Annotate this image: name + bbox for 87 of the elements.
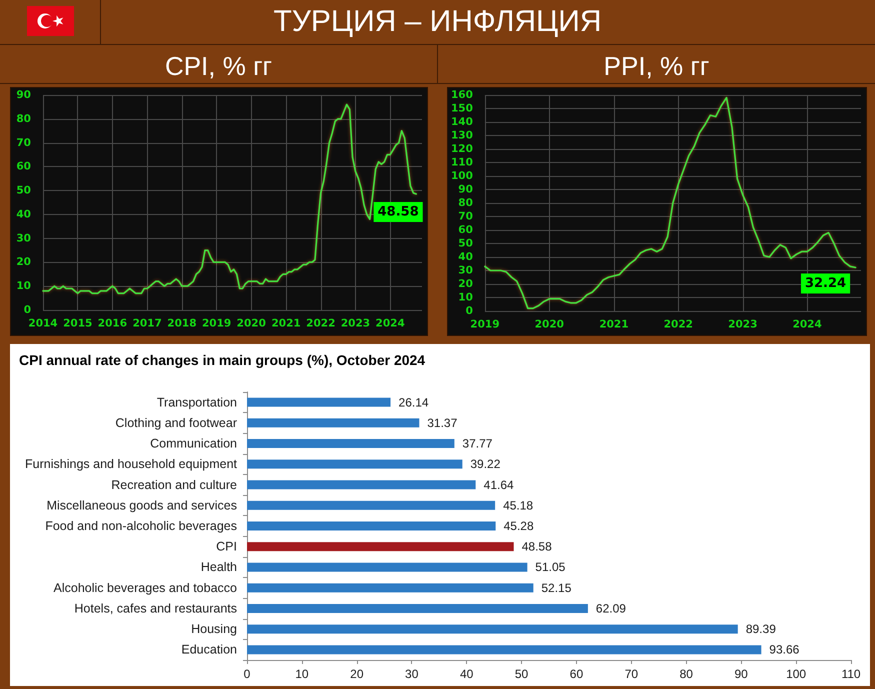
x-tick-label: 30 [405, 667, 419, 681]
y-tick-label: 60 [458, 224, 473, 236]
y-tick-label: Alcoholic beverages and tobacco [54, 580, 238, 595]
y-tick-label: CPI [216, 540, 237, 554]
y-tick-label: 110 [450, 156, 473, 168]
y-tick-label: 80 [458, 197, 473, 209]
y-tick-label: 130 [450, 130, 473, 142]
y-tick-label: 90 [458, 184, 473, 196]
y-tick-label: 60 [16, 160, 31, 173]
y-tick-label: 150 [450, 102, 473, 114]
data-label: 31.37 [427, 416, 458, 430]
y-tick-label: 70 [16, 136, 31, 149]
y-tick-label: 30 [458, 264, 473, 276]
data-label: 45.18 [503, 498, 534, 512]
y-tick-label: 50 [16, 184, 31, 197]
y-tick-label: 100 [450, 170, 473, 182]
y-tick-label: 0 [466, 305, 473, 317]
annotation: 32.24 [804, 276, 846, 291]
y-tick-label: Miscellaneous goods and services [46, 498, 237, 512]
chart-title: CPI, % гг [0, 45, 437, 84]
chart-title: CPI annual rate of changes in main groups (%), October 2024 [19, 352, 426, 368]
x-tick-label: 60 [570, 667, 584, 681]
y-tick-label: 70 [458, 210, 473, 222]
y-tick-label: 20 [458, 278, 473, 290]
y-tick-label: 0 [24, 304, 31, 316]
y-tick-label: 10 [458, 292, 473, 304]
data-label: 52.15 [541, 580, 572, 595]
x-tick-label: 2022 [306, 318, 336, 330]
y-tick-label: 30 [16, 232, 31, 244]
y-tick-label: 140 [450, 116, 473, 128]
x-tick-label: 2021 [599, 318, 629, 330]
y-tick-label: Education [181, 642, 238, 657]
y-tick-label: Furnishings and household equipment [25, 457, 238, 472]
data-label: 41.64 [484, 478, 514, 492]
x-tick-label: 2020 [236, 318, 266, 330]
x-tick-label: 2022 [664, 318, 693, 330]
data-label: 26.14 [398, 395, 429, 410]
x-tick-label: 2021 [271, 318, 301, 330]
x-tick-label: 0 [244, 667, 251, 681]
y-tick-label: 80 [16, 112, 31, 125]
x-tick-label: 2016 [98, 318, 128, 330]
annotation: 48.58 [378, 204, 419, 220]
x-tick-label: 100 [786, 667, 806, 681]
x-tick-label: 2019 [470, 318, 500, 330]
data-label: 51.05 [535, 560, 566, 574]
x-tick-label: 2023 [728, 318, 758, 330]
x-tick-label: 2024 [376, 318, 405, 330]
x-tick-label: 70 [624, 667, 638, 681]
y-tick-label: Communication [150, 436, 238, 451]
x-tick-label: 2020 [534, 318, 564, 330]
y-tick-label: 120 [450, 143, 473, 155]
y-tick-label: Clothing and footwear [115, 416, 237, 430]
data-label: 93.66 [769, 642, 800, 657]
x-tick-label: 2018 [167, 318, 196, 330]
y-tick-label: 10 [16, 280, 31, 292]
x-tick-label: 2015 [63, 318, 92, 330]
text: ТУРЦИЯ – ИНФЛЯЦИЯ [272, 4, 602, 40]
y-tick-label: Hotels, cafes and restaurants [74, 601, 237, 616]
x-tick-label: 2014 [28, 318, 58, 330]
x-tick-label: 2017 [132, 318, 162, 330]
x-tick-label: 10 [295, 667, 309, 681]
y-tick-label: Health [200, 560, 238, 574]
chart-title: PPI, % гг [437, 45, 875, 84]
y-tick-label: Food and non-alcoholic beverages [45, 519, 237, 533]
x-tick-label: 110 [841, 667, 861, 681]
data-label: 45.28 [504, 519, 534, 533]
data-label: 39.22 [470, 457, 501, 472]
y-tick-label: Housing [191, 622, 238, 636]
y-tick-label: 20 [16, 256, 31, 268]
x-tick-label: 80 [680, 667, 694, 681]
data-label: 62.09 [596, 601, 626, 616]
y-tick-label: Recreation and culture [111, 478, 238, 492]
y-tick-label: 160 [450, 89, 473, 101]
data-label: 37.77 [462, 436, 493, 451]
y-tick-label: 90 [16, 89, 31, 101]
x-tick-label: 90 [734, 667, 748, 681]
y-tick-label: 40 [16, 208, 31, 220]
x-tick-label: 2019 [202, 318, 232, 330]
x-tick-label: 20 [350, 667, 364, 681]
y-tick-label: 40 [458, 251, 473, 263]
data-label: 89.39 [746, 622, 776, 636]
x-tick-label: 50 [514, 667, 529, 681]
data-label: 48.58 [522, 540, 552, 554]
x-tick-label: 2024 [792, 318, 822, 330]
y-tick-label: 50 [458, 238, 473, 250]
x-tick-label: 2023 [340, 318, 370, 330]
y-tick-label: Transportation [156, 395, 238, 410]
